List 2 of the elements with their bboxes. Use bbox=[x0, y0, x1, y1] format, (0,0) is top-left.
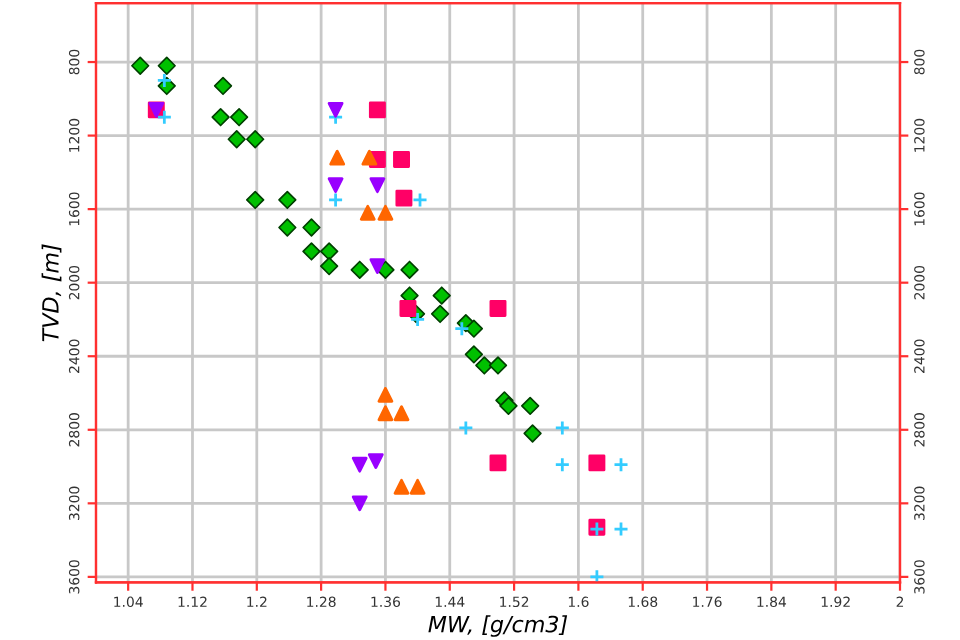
x-axis-title: MW, [g/cm3] bbox=[428, 615, 568, 637]
y-axis-title: TVD, [m] bbox=[41, 244, 62, 342]
